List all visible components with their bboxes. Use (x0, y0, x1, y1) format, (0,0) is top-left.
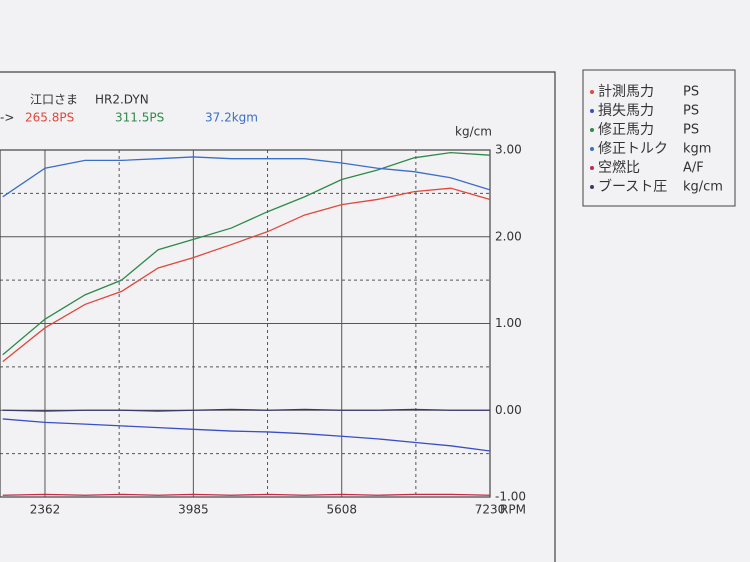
series-line (2, 151, 491, 356)
y-tick-label: 2.00 (495, 229, 522, 243)
x-tick-label: 2362 (30, 503, 61, 517)
legend-marker (590, 147, 594, 151)
x-tick-label: 5608 (326, 503, 357, 517)
x-axis-label: RPM (500, 503, 526, 517)
x-tick-label: 7230 (475, 503, 506, 517)
series-line (2, 187, 491, 363)
reading: 265.8PS (25, 111, 74, 125)
series-line (2, 418, 491, 452)
legend-label: 計測馬力 (598, 84, 654, 100)
y-tick-label: 3.00 (495, 143, 522, 157)
y-tick-label: 1.00 (495, 316, 522, 330)
x-tick-label: 3985 (178, 503, 209, 517)
legend-unit: PS (683, 123, 699, 138)
reading: 37.2kgm (205, 111, 258, 125)
legend-box (582, 69, 736, 207)
legend-label: 空燃比 (598, 159, 640, 176)
series-line (2, 493, 491, 496)
legend-marker (590, 185, 594, 189)
legend-unit: A/F (683, 161, 704, 176)
customer: 江口さま (30, 93, 78, 107)
y-axis-label: kg/cm (455, 125, 492, 139)
legend-label: 修正トルク (598, 141, 668, 157)
legend-marker (590, 90, 594, 94)
series-line (2, 156, 491, 198)
legend-unit: PS (683, 104, 699, 119)
y-tick-label: 0.00 (495, 403, 522, 417)
legend-label: 修正馬力 (598, 122, 654, 138)
legend-unit: kgm (683, 142, 711, 157)
legend-label: ブースト圧 (598, 178, 667, 195)
legend-marker (590, 109, 594, 113)
y-tick-label: -1.00 (495, 490, 526, 504)
plot-border (0, 149, 491, 498)
legend-marker (590, 166, 594, 170)
file-name: HR2.DYN (95, 93, 149, 107)
legend-unit: kg/cm (683, 180, 723, 195)
legend-marker (590, 128, 594, 132)
series-line (2, 408, 490, 412)
arrow: -> (0, 111, 14, 125)
reading: 311.5PS (115, 111, 164, 125)
legend-unit: PS (683, 85, 699, 100)
frame (0, 71, 556, 562)
legend-label: 損失馬力 (598, 103, 654, 119)
